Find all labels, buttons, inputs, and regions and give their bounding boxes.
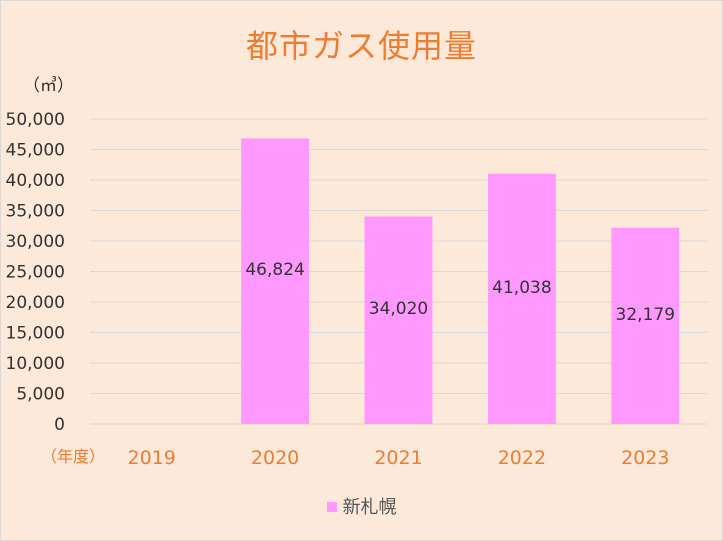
y-tick-label: 0 (54, 415, 65, 435)
y-tick-label: 30,000 (6, 232, 65, 252)
x-tick-label: 2021 (374, 447, 422, 469)
y-tick-label: 40,000 (6, 171, 65, 191)
y-tick-label: 50,000 (6, 110, 65, 130)
data-label: 32,179 (616, 305, 675, 325)
y-tick-label: 15,000 (6, 324, 65, 344)
y-tick-label: 35,000 (6, 202, 65, 222)
bar (611, 227, 680, 424)
data-label: 41,038 (492, 278, 551, 298)
y-tick-label: 45,000 (6, 141, 65, 161)
y-tick-label: 5,000 (16, 385, 65, 405)
bar (241, 138, 310, 424)
legend-label: 新札幌 (342, 497, 397, 518)
legend: 新札幌 (1, 493, 722, 519)
y-tick-label: 20,000 (6, 293, 65, 313)
legend-swatch (326, 502, 337, 512)
y-unit-label: （㎥） (23, 76, 74, 96)
y-tick-label: 10,000 (6, 354, 65, 374)
data-label: 34,020 (369, 299, 428, 319)
bar (364, 216, 433, 424)
y-tick-label: 25,000 (6, 263, 65, 283)
x-unit-label: （年度） (41, 447, 106, 466)
data-label: 46,824 (245, 260, 304, 280)
bar (487, 173, 556, 424)
chart-title: 都市ガス使用量 (245, 27, 477, 65)
x-tick-label: 2020 (251, 447, 299, 469)
x-tick-label: 2023 (621, 447, 669, 469)
x-tick-label: 2019 (128, 447, 176, 469)
x-tick-label: 2022 (498, 447, 546, 469)
